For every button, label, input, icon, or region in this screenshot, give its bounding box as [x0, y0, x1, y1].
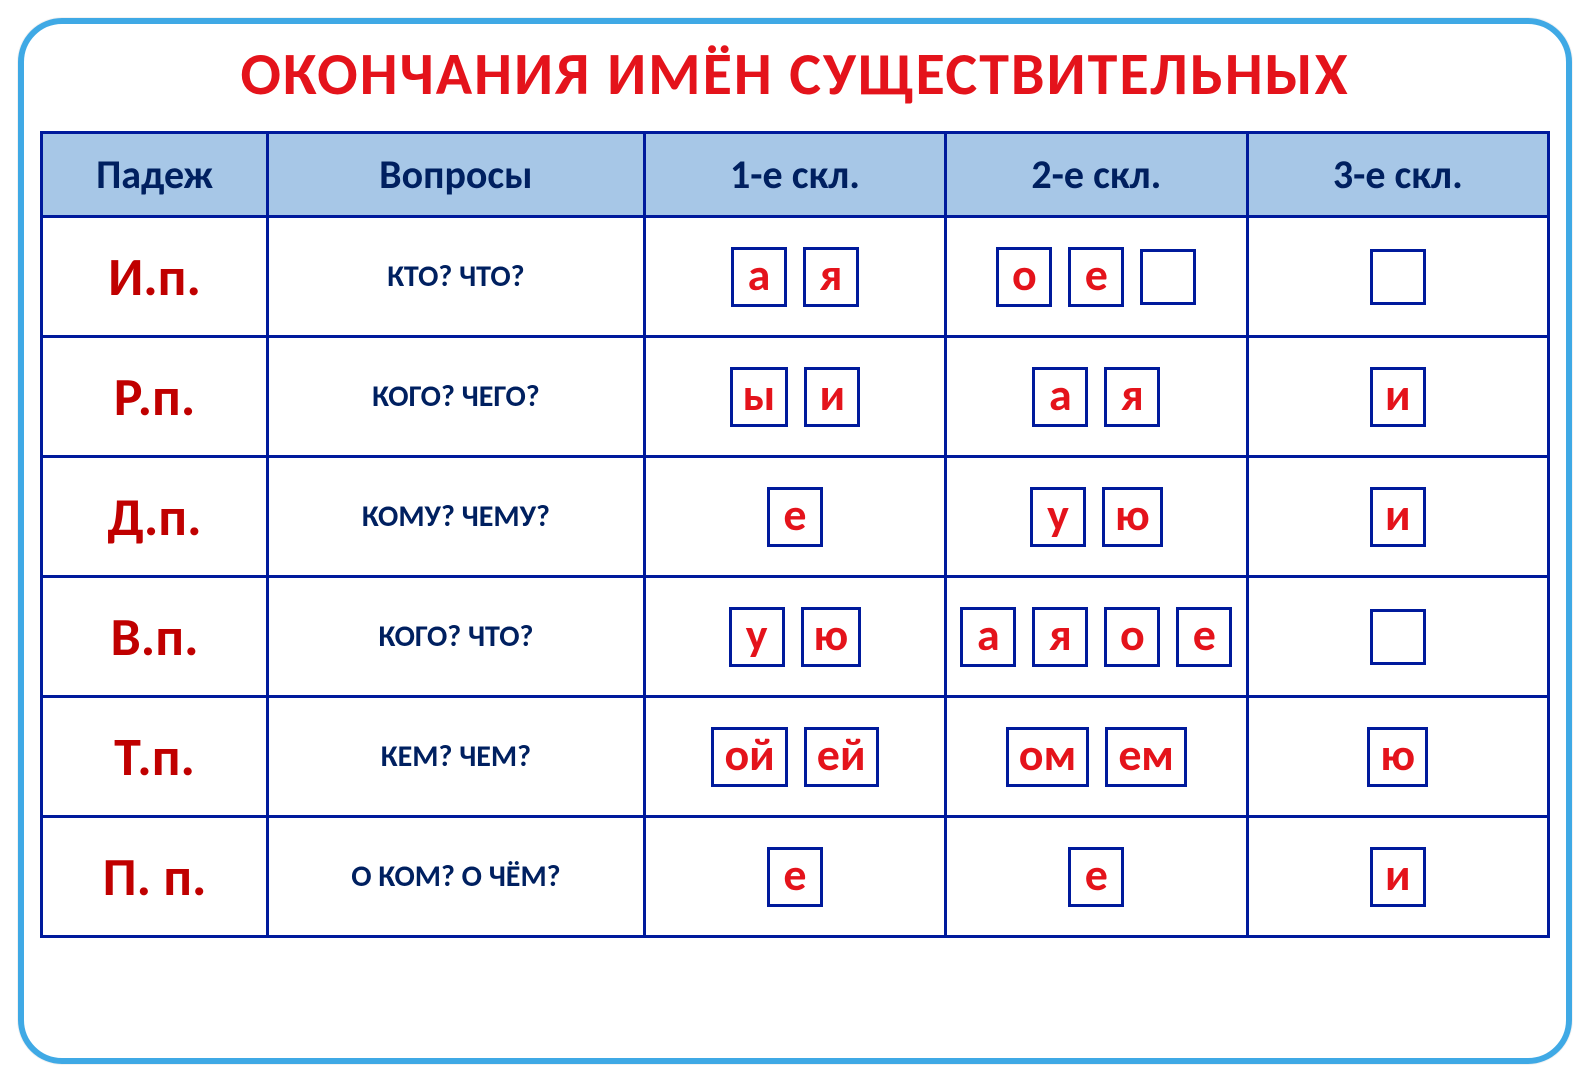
ending-box: ю [1367, 727, 1428, 787]
endings-decl-2: ую [946, 457, 1247, 577]
case-label: И.п. [42, 217, 268, 337]
table-row: П. п.О КОМ? О ЧЁМ? е е и [42, 817, 1549, 937]
ending-box: я [1032, 607, 1088, 667]
endings-decl-1: е [644, 457, 945, 577]
ending-box: и [1370, 367, 1426, 427]
ending-box: е [1068, 847, 1124, 907]
endings-decl-1: ойей [644, 697, 945, 817]
question-label: О КОМ? О ЧЁМ? [268, 817, 645, 937]
question-label: КОГО? ЧТО? [268, 577, 645, 697]
ending-box: а [960, 607, 1016, 667]
endings-decl-1: ая [644, 217, 945, 337]
endings-decl-1: е [644, 817, 945, 937]
ending-box: ю [801, 607, 862, 667]
ending-box: е [767, 487, 823, 547]
ending-box: ей [804, 727, 879, 787]
header-decl-3: 3-е скл. [1247, 133, 1548, 217]
ending-box: я [1104, 367, 1160, 427]
ending-box [1370, 249, 1426, 305]
ending-box: ом [1006, 727, 1090, 787]
header-case: Падеж [42, 133, 268, 217]
ending-box: и [1370, 487, 1426, 547]
endings-decl-2: омем [946, 697, 1247, 817]
ending-box: у [729, 607, 785, 667]
endings-decl-2: аяое [946, 577, 1247, 697]
ending-box [1370, 609, 1426, 665]
table-header-row: Падеж Вопросы 1-е скл. 2-е скл. 3-е скл. [42, 133, 1549, 217]
endings-decl-3: и [1247, 817, 1548, 937]
ending-box: о [996, 247, 1052, 307]
endings-decl-3: ю [1247, 697, 1548, 817]
ending-box: ем [1105, 727, 1187, 787]
question-label: КОГО? ЧЕГО? [268, 337, 645, 457]
ending-box: я [803, 247, 859, 307]
case-label: Т.п. [42, 697, 268, 817]
question-label: КЕМ? ЧЕМ? [268, 697, 645, 817]
header-decl-2: 2-е скл. [946, 133, 1247, 217]
table-row: Р.п.КОГО? ЧЕГО?ыиаяи [42, 337, 1549, 457]
table-row: Т.п.КЕМ? ЧЕМ?ойейомемю [42, 697, 1549, 817]
ending-box: ы [730, 367, 789, 427]
endings-decl-2: ое [946, 217, 1247, 337]
ending-box: и [804, 367, 860, 427]
ending-box: е [1068, 247, 1124, 307]
endings-decl-1: ыи [644, 337, 945, 457]
ending-box: и [1370, 847, 1426, 907]
table-row: Д.п.КОМУ? ЧЕМУ? е ую и [42, 457, 1549, 577]
ending-box: ю [1102, 487, 1163, 547]
endings-decl-2: ая [946, 337, 1247, 457]
endings-decl-2: е [946, 817, 1247, 937]
endings-decl-3 [1247, 217, 1548, 337]
table-row: И.п.КТО? ЧТО?аяое [42, 217, 1549, 337]
declension-table: Падеж Вопросы 1-е скл. 2-е скл. 3-е скл.… [40, 131, 1550, 938]
page: ОКОНЧАНИЯ ИМЁН СУЩЕСТВИТЕЛЬНЫХ Падеж Воп… [40, 30, 1550, 1052]
ending-box: а [731, 247, 787, 307]
ending-box: о [1104, 607, 1160, 667]
ending-box [1140, 249, 1196, 305]
ending-box: е [767, 847, 823, 907]
case-label: П. п. [42, 817, 268, 937]
endings-decl-1: ую [644, 577, 945, 697]
ending-box: ой [711, 727, 787, 787]
endings-decl-3: и [1247, 457, 1548, 577]
question-label: КОМУ? ЧЕМУ? [268, 457, 645, 577]
ending-box: у [1030, 487, 1086, 547]
case-label: Р.п. [42, 337, 268, 457]
page-title: ОКОНЧАНИЯ ИМЁН СУЩЕСТВИТЕЛЬНЫХ [40, 38, 1550, 111]
case-label: В.п. [42, 577, 268, 697]
ending-box: е [1176, 607, 1232, 667]
header-decl-1: 1-е скл. [644, 133, 945, 217]
ending-box: а [1032, 367, 1088, 427]
table-row: В.п.КОГО? ЧТО?уюаяое [42, 577, 1549, 697]
case-label: Д.п. [42, 457, 268, 577]
question-label: КТО? ЧТО? [268, 217, 645, 337]
endings-decl-3: и [1247, 337, 1548, 457]
endings-decl-3 [1247, 577, 1548, 697]
header-question: Вопросы [268, 133, 645, 217]
